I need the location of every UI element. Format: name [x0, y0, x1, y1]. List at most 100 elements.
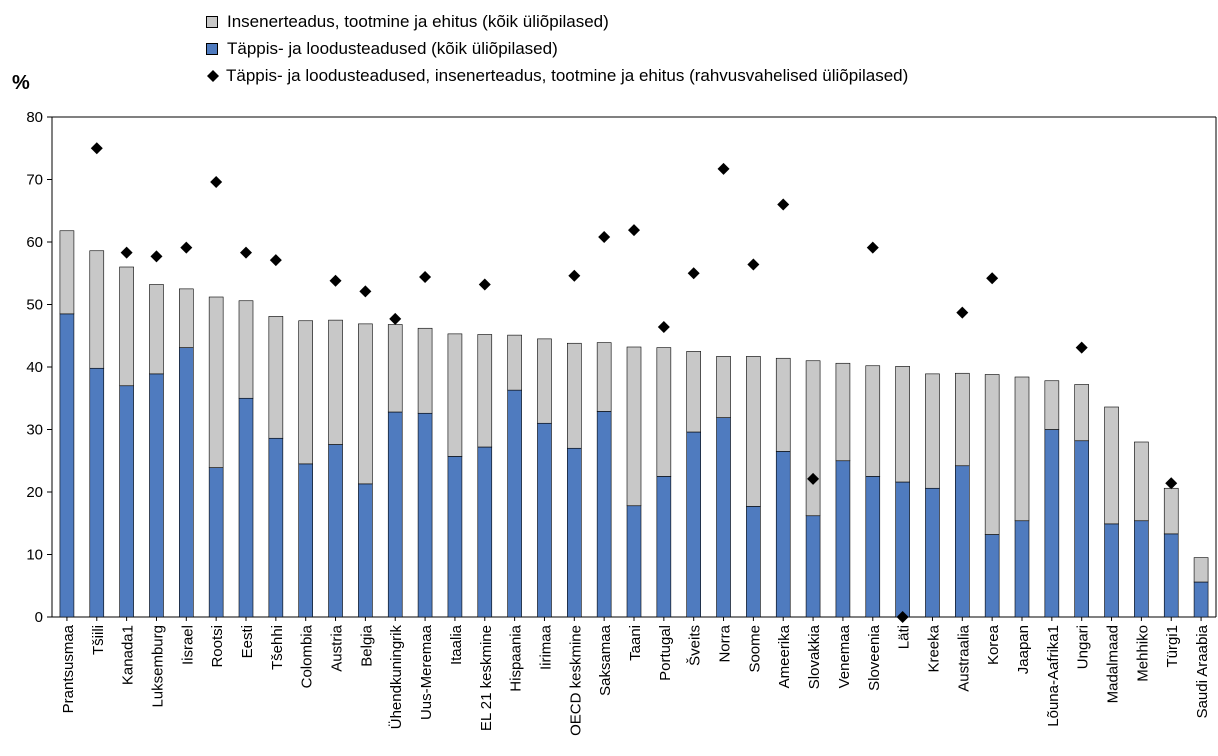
- bar-science: [1044, 429, 1060, 618]
- bar-engineering: [955, 372, 970, 467]
- x-tick-label: Šveits: [687, 625, 704, 666]
- x-tick-label: Belgia: [358, 624, 375, 666]
- x-tick-label: Läti: [896, 625, 913, 649]
- marker-international: [210, 176, 223, 188]
- bar-science: [1193, 581, 1209, 618]
- marker-international: [896, 611, 909, 623]
- x-tick-label: Kreeka: [925, 624, 942, 672]
- legend-item-engineering: Insenerteadus, tootmine ja ehitus (kõik …: [206, 8, 908, 35]
- marker-international: [120, 246, 133, 259]
- bar-science: [925, 487, 940, 618]
- x-tick-label: Lõuna-Aafrika1: [1045, 625, 1062, 727]
- marker-international: [150, 250, 163, 263]
- legend-label-international: Täppis- ja loodusteadused, insenerteadus…: [226, 66, 909, 85]
- bar-science: [746, 506, 761, 618]
- bar-science: [1134, 520, 1149, 618]
- bar-science: [775, 451, 791, 618]
- bar-science: [596, 411, 612, 618]
- x-tick-label: Iisrael: [179, 625, 196, 665]
- bar-science: [1074, 440, 1089, 618]
- marker-international: [90, 142, 103, 155]
- bar-engineering: [656, 347, 672, 477]
- legend-item-science: Täppis- ja loodusteadused (kõik üliõpila…: [206, 35, 908, 62]
- x-tick-label: OECD keskmine: [567, 625, 584, 736]
- bar-engineering: [686, 351, 701, 433]
- bar-science: [238, 397, 254, 618]
- bar-science: [179, 347, 194, 618]
- bar-science: [268, 437, 284, 618]
- bar-engineering: [1163, 487, 1179, 535]
- marker-international: [568, 269, 581, 282]
- bar-science: [328, 444, 343, 618]
- bar-engineering: [746, 356, 761, 507]
- y-tick-label: 70: [26, 172, 43, 189]
- marker-international: [986, 272, 999, 285]
- x-tick-label: Luksemburg: [149, 625, 166, 708]
- x-tick-label: Venemaa: [836, 624, 853, 688]
- legend: Insenerteadus, tootmine ja ehitus (kõik …: [206, 8, 908, 89]
- bar-engineering: [895, 366, 910, 483]
- bar-engineering: [358, 323, 373, 485]
- bar-engineering: [417, 327, 433, 414]
- x-tick-label: Tšiili: [90, 625, 107, 655]
- marker-international: [1165, 477, 1178, 490]
- y-tick-label: 0: [35, 609, 43, 626]
- bar-engineering: [1104, 406, 1119, 525]
- bar-engineering: [1193, 557, 1209, 583]
- x-tick-label: Ungari: [1075, 625, 1092, 669]
- marker-international: [329, 274, 342, 287]
- y-tick-label: 60: [26, 234, 43, 251]
- bar-science: [686, 431, 701, 618]
- bar-science: [507, 389, 522, 618]
- bar-engineering: [1134, 441, 1149, 522]
- bar-science: [477, 446, 493, 618]
- bar-science: [1163, 533, 1179, 618]
- marker-international: [419, 271, 432, 283]
- bar-science: [387, 411, 403, 618]
- x-tick-label: Mehhiko: [1134, 625, 1151, 682]
- bar-science: [119, 385, 134, 618]
- bar-engineering: [59, 230, 75, 315]
- x-tick-label: Colombia: [299, 624, 316, 688]
- x-tick-label: Saksamaa: [597, 624, 614, 696]
- marker-international: [717, 162, 730, 175]
- x-tick-label: Prantsusmaa: [60, 624, 77, 713]
- bar-engineering: [149, 284, 164, 375]
- x-tick-label: Uus-Meremaa: [418, 624, 435, 720]
- bar-engineering: [716, 356, 731, 418]
- marker-international: [807, 472, 820, 485]
- x-tick-label: Ühendkuningrik: [387, 625, 405, 730]
- y-axis-unit: %: [12, 72, 30, 94]
- bar-engineering: [268, 316, 284, 439]
- legend-swatch-science: [206, 42, 218, 55]
- marker-international: [866, 241, 879, 254]
- bar-science: [447, 456, 463, 618]
- bar-science: [656, 476, 672, 618]
- diamond-marker-icon: [206, 69, 220, 83]
- y-tick-label: 40: [26, 359, 43, 376]
- legend-swatch-engineering: [206, 15, 218, 28]
- marker-international: [598, 231, 611, 243]
- bar-science: [984, 534, 1000, 618]
- bar-engineering: [447, 333, 463, 457]
- x-tick-label: Iirimaa: [537, 624, 554, 670]
- x-tick-label: Austraalia: [955, 624, 972, 691]
- x-tick-label: Kanada1: [120, 625, 137, 685]
- bar-engineering: [805, 360, 821, 517]
- bar-science: [626, 505, 642, 618]
- y-tick-label: 50: [26, 297, 43, 314]
- x-tick-label: Eesti: [239, 625, 256, 658]
- x-tick-label: Korea: [985, 624, 1002, 665]
- bar-engineering: [775, 357, 791, 452]
- bar-engineering: [89, 250, 105, 369]
- bar-science: [716, 417, 731, 618]
- bar-science: [805, 515, 821, 618]
- y-tick-label: 20: [26, 484, 43, 501]
- marker-international: [240, 246, 252, 259]
- bar-engineering: [477, 334, 493, 448]
- bar-engineering: [865, 365, 881, 477]
- bar-engineering: [537, 338, 552, 424]
- bar-engineering: [626, 346, 642, 507]
- x-tick-label: Itaalia: [448, 624, 465, 665]
